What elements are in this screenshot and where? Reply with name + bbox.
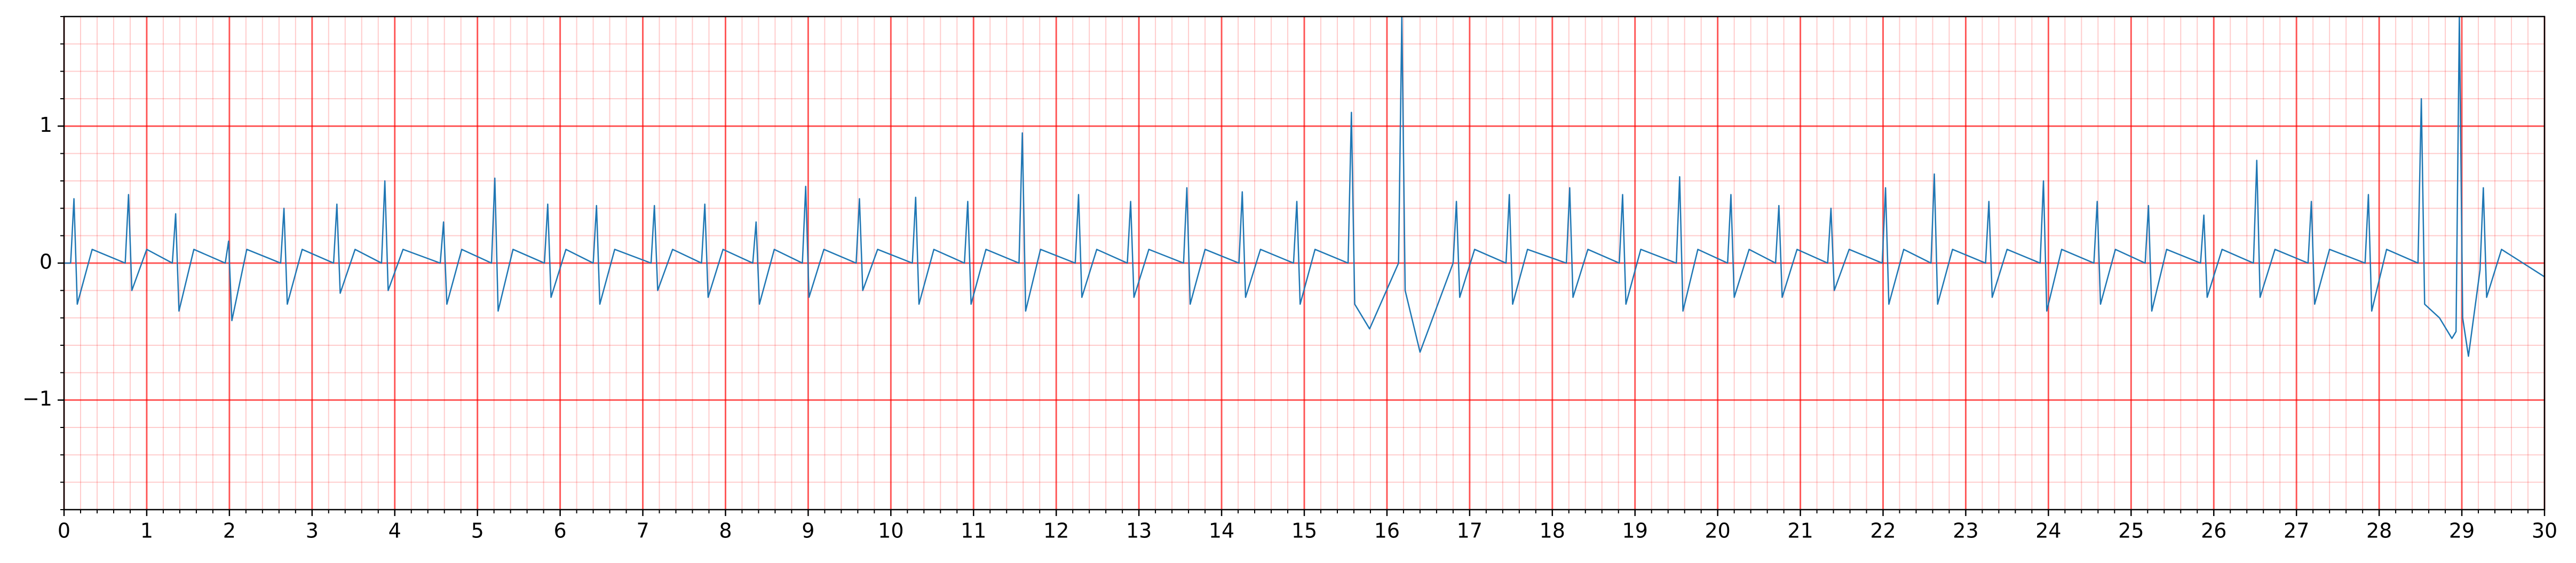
y-tick-label: 1 (39, 113, 52, 137)
x-tick-label: 24 (2035, 519, 2061, 543)
x-tick-label: 16 (1374, 519, 1400, 543)
x-tick-label: 17 (1457, 519, 1483, 543)
x-tick-label: 7 (636, 519, 649, 543)
x-tick-label: 15 (1291, 519, 1317, 543)
x-tick-label: 23 (1953, 519, 1978, 543)
x-tick-label: 10 (878, 519, 903, 543)
x-tick-label: 30 (2532, 519, 2557, 543)
x-tick-label: 0 (58, 519, 70, 543)
x-tick-label: 1 (140, 519, 153, 543)
x-tick-label: 18 (1540, 519, 1565, 543)
x-tick-label: 13 (1126, 519, 1152, 543)
axes: 0 1 2 3 4 5 6 7 8 9 10 11 12 13 14 15 16 17 18 19 20 21 22 23 24… (22, 15, 2557, 543)
x-tick-label: 9 (802, 519, 814, 543)
x-tick-label: 27 (2284, 519, 2309, 543)
x-tick-label: 14 (1209, 519, 1234, 543)
x-tick-label: 29 (2449, 519, 2475, 543)
x-tick-label: 22 (1870, 519, 1896, 543)
x-tick-label: 5 (471, 519, 484, 543)
x-tick-label: 4 (389, 519, 401, 543)
x-tick-label: 2 (223, 519, 236, 543)
y-tick-label: −1 (22, 387, 52, 410)
x-tick-label: 11 (961, 519, 986, 543)
x-tick-label: 3 (306, 519, 319, 543)
x-tick-label: 21 (1787, 519, 1813, 543)
axes-frame (63, 15, 2546, 511)
x-tick-label: 25 (2118, 519, 2144, 543)
y-tick-label: 0 (39, 250, 52, 274)
x-tick-label: 6 (554, 519, 567, 543)
x-tick-label: 20 (1705, 519, 1730, 543)
ecg-trace (64, 17, 2545, 357)
x-tick-label: 26 (2201, 519, 2226, 543)
x-tick-label: 8 (719, 519, 732, 543)
x-tick-label: 12 (1043, 519, 1069, 543)
x-tick-label: 19 (1622, 519, 1648, 543)
plot-area (64, 17, 2545, 357)
x-tick-label: 28 (2366, 519, 2392, 543)
